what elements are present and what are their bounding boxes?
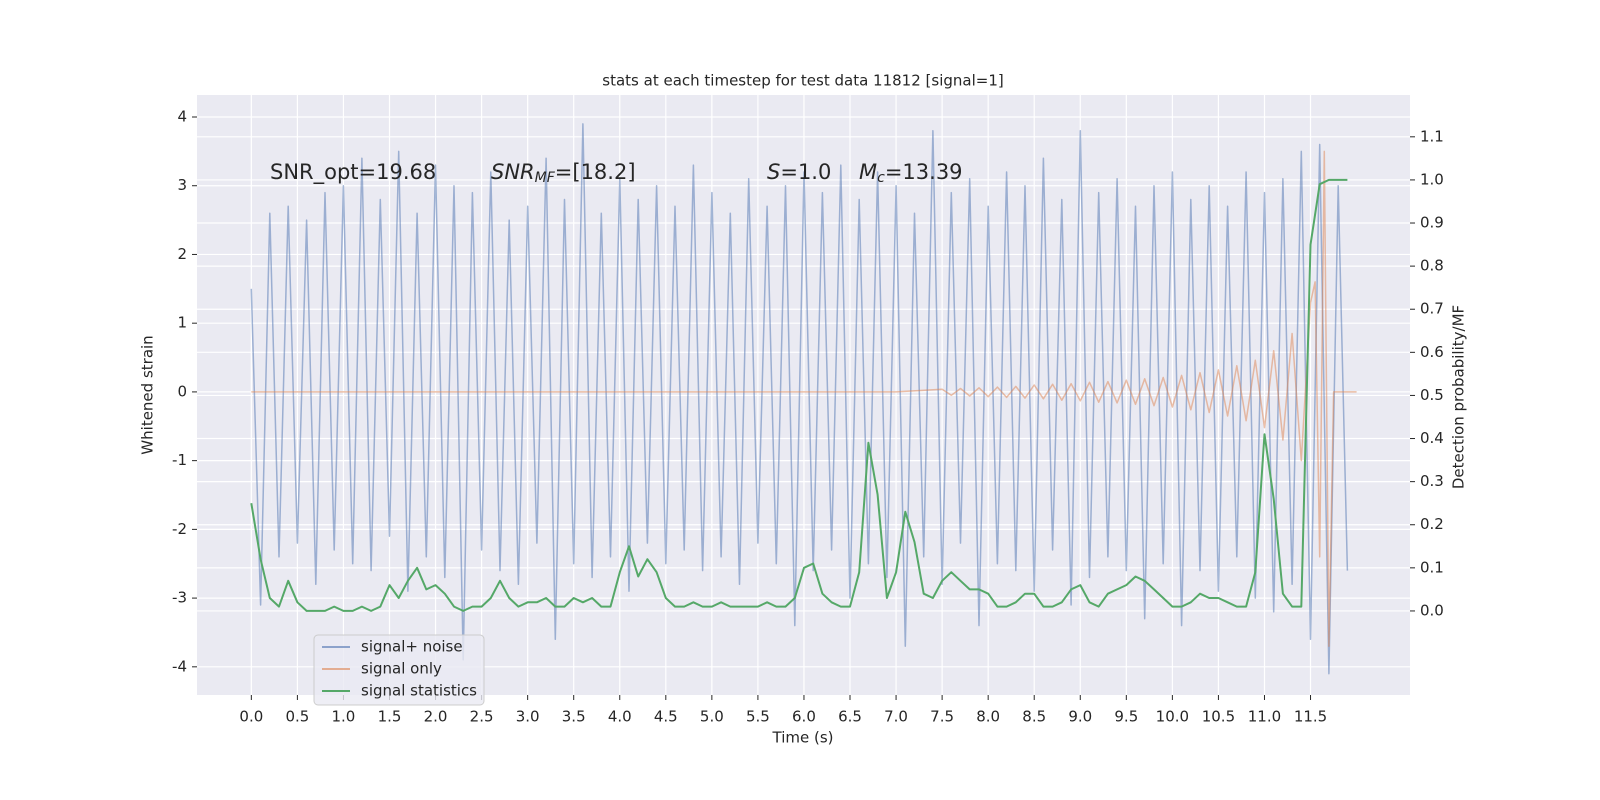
y-tick-label: -2 [172,520,187,538]
y-tick-label: 3 [177,176,187,194]
y2-tick-label: 1.0 [1420,170,1444,188]
y2-tick-label: 0.9 [1420,214,1444,232]
y2-tick-label: 1.1 [1420,127,1444,145]
series-line [250,123,1349,675]
legend-box [313,634,485,706]
x-tick-label: 6.5 [838,708,862,726]
x-tick-label: 6.0 [792,708,816,726]
x-tick-label: 5.5 [746,708,770,726]
y2-tick-label: 0.2 [1420,515,1444,533]
legend-label: signal+ noise [361,638,463,656]
y-tick-label: 0 [177,382,187,400]
y-tick-label: -4 [172,657,187,675]
y-tick-label: 4 [177,107,187,125]
x-tick-label: 7.0 [884,708,908,726]
x-tick-label: 8.0 [976,708,1000,726]
annotation-value: =13.39 [885,160,963,184]
y2-tick-label: 0.8 [1420,257,1444,275]
x-axis-label: Time (s) [772,729,834,747]
x-tick-label: 1.0 [332,708,356,726]
y2-tick-label: 0.7 [1420,300,1444,318]
x-tick-label: 9.0 [1068,708,1092,726]
y2-tick-label: 0.5 [1420,386,1444,404]
x-tick-label: 4.0 [608,708,632,726]
legend-label: signal only [361,660,442,678]
y2-tick-label: 0.3 [1420,472,1444,490]
y-axis-label: Whitened strain [139,335,157,454]
annotation: Mc=13.39 [859,160,963,186]
x-tick-label: 0.5 [285,708,309,726]
annotation-value: =1.0 [780,160,831,184]
annotation-subscript: MF [535,170,556,186]
x-tick-label: 4.5 [654,708,678,726]
y2-tick-label: 0.4 [1420,429,1444,447]
x-tick-label: 11.0 [1248,708,1281,726]
labels: 0.0 0.5 1.0 1.5 2.0 2.5 3.0 3.5 4.0 4.5 5.0 5.5 6.0 6… [172,107,1444,725]
y-tick-label: 2 [177,245,187,263]
y2-tick-label: 0.1 [1420,558,1444,576]
x-tick-label: 3.0 [516,708,540,726]
x-tick-label: 7.5 [930,708,954,726]
x-tick-label: 0.0 [239,708,263,726]
series-line [250,178,1348,612]
y-tick-label: -1 [172,451,187,469]
x-tick-label: 3.5 [562,708,586,726]
annotation-text: SNR_opt=19.68 [270,160,436,185]
annotation-symbol: S [767,160,780,184]
x-tick-label: 2.0 [424,708,448,726]
legend-label: signal statistics [361,682,477,700]
x-tick-label: 8.5 [1022,708,1046,726]
annotation: S=1.0 [767,160,831,184]
y-tick-label: 1 [177,314,187,332]
x-tick-label: 5.0 [700,708,724,726]
x-tick-label: 2.5 [470,708,494,726]
x-tick-label: 11.5 [1294,708,1327,726]
annotation-symbol: SNR [491,160,535,184]
x-tick-label: 10.0 [1156,708,1189,726]
y2-tick-label: 0.0 [1420,601,1444,619]
annotation: SNR_opt=19.68 [270,160,436,185]
chart-title: stats at each timestep for test data 118… [602,72,1003,90]
marks [250,123,1357,675]
y2-axis-label: Detection probability/MF [1450,305,1468,489]
x-tick-label: 10.5 [1202,708,1235,726]
annotation-subscript: c [877,170,885,186]
y2-tick-label: 0.6 [1420,343,1444,361]
x-tick-label: 1.5 [378,708,402,726]
y-tick-label: -3 [172,589,187,607]
x-tick-label: 9.5 [1114,708,1138,726]
annotation: SNRMF=[18.2] [491,160,636,186]
annotation-symbol: M [859,160,877,184]
annotation-value: =[18.2] [555,160,636,184]
series-line [251,150,1357,647]
